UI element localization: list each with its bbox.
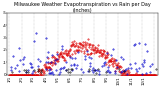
Title: Milwaukee Weather Evapotranspiration vs Rain per Day (Inches): Milwaukee Weather Evapotranspiration vs … bbox=[14, 2, 151, 13]
